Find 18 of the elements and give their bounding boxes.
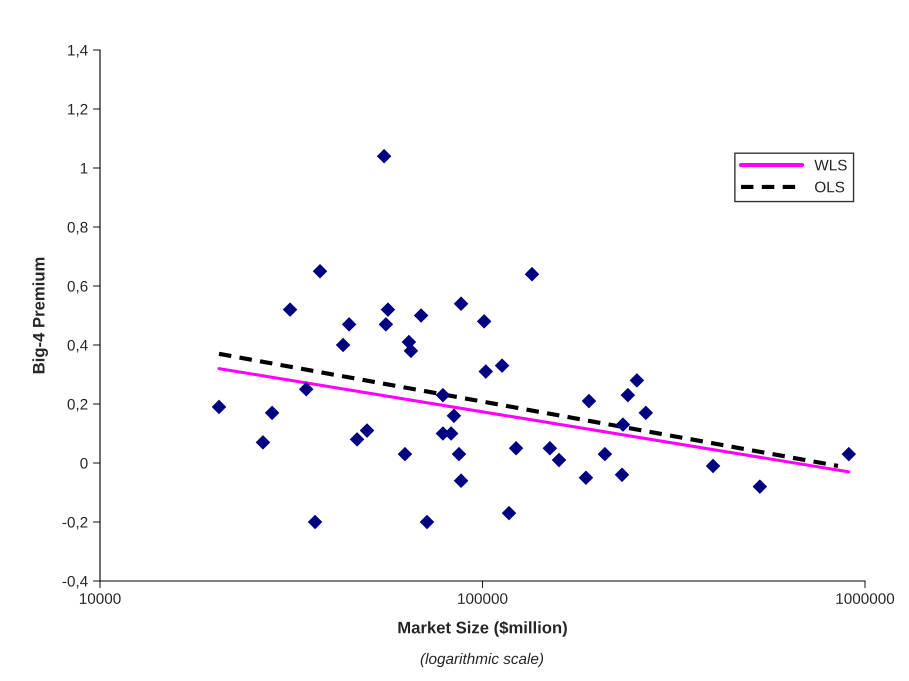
y-tick-label: 0,4 xyxy=(68,340,88,352)
x-tick-label: 100000 xyxy=(458,593,508,604)
x-tick-label: 1000000 xyxy=(836,593,894,604)
y-tick-label: 1 xyxy=(80,163,88,174)
y-tick-label: 0,8 xyxy=(68,222,88,234)
y-tick-label: 0,6 xyxy=(68,280,88,294)
text: (logarithmic scale) xyxy=(420,652,544,668)
y-axis-title: Big-4 Premium xyxy=(32,258,48,374)
x-tick-label: 10000 xyxy=(80,593,121,604)
legend-label: WLS xyxy=(814,160,847,171)
y-tick-label: 1,2 xyxy=(68,104,88,116)
y-tick-label: -0,2 xyxy=(62,516,88,530)
legend-label: OLS xyxy=(815,182,844,192)
y-tick-label: 1,4 xyxy=(68,45,88,58)
y-tick-label: 0,2 xyxy=(68,398,88,412)
x-axis-title: Market Size ($million) xyxy=(398,620,567,637)
y-tick-label: -0,4 xyxy=(62,576,88,588)
y-tick-label: 0 xyxy=(80,458,88,469)
